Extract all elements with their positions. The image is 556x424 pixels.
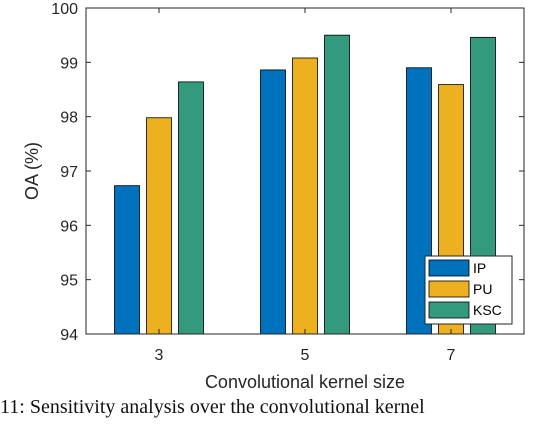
legend-swatch-ip [428, 259, 470, 277]
legend-label-pu: PU [473, 281, 492, 297]
x-tick-label: 5 [301, 347, 310, 364]
legend-label-ip: IP [473, 260, 486, 276]
bar-chart: 94 95 96 97 98 99 100 3 5 7 Convolutional kernel… [22, 1, 525, 392]
y-tick-label: 96 [60, 218, 78, 235]
legend-swatch-ksc [428, 301, 470, 319]
y-tick-label: 94 [60, 327, 78, 344]
y-tick-label: 99 [60, 55, 78, 72]
bar-ksc-5 [324, 34, 350, 335]
bar-ip-3 [114, 185, 140, 335]
legend-swatch-pu [428, 280, 470, 298]
x-axis: 3 5 7 [155, 8, 456, 364]
x-tick-label: 7 [447, 347, 456, 364]
y-tick-label: 95 [60, 273, 78, 290]
y-tick-label: 98 [60, 110, 78, 127]
bar-ip-7 [406, 67, 432, 335]
x-axis-title: Convolutional kernel size [205, 372, 405, 392]
bar-pu-5 [292, 57, 318, 335]
y-axis: 94 95 96 97 98 99 100 [51, 1, 524, 344]
x-tick-label: 3 [155, 347, 164, 364]
bar-pu-3 [146, 117, 172, 335]
bars-group [114, 34, 496, 335]
y-tick-label: 100 [51, 1, 78, 18]
y-tick-label: 97 [60, 164, 78, 181]
legend-label-ksc: KSC [473, 302, 502, 318]
figure-caption: 11: Sensitivity analysis over the convol… [0, 396, 425, 418]
bar-ip-5 [260, 69, 286, 335]
y-axis-title: OA (%) [22, 142, 42, 200]
bar-ksc-3 [178, 81, 204, 335]
legend: IP PU KSC [424, 255, 513, 325]
